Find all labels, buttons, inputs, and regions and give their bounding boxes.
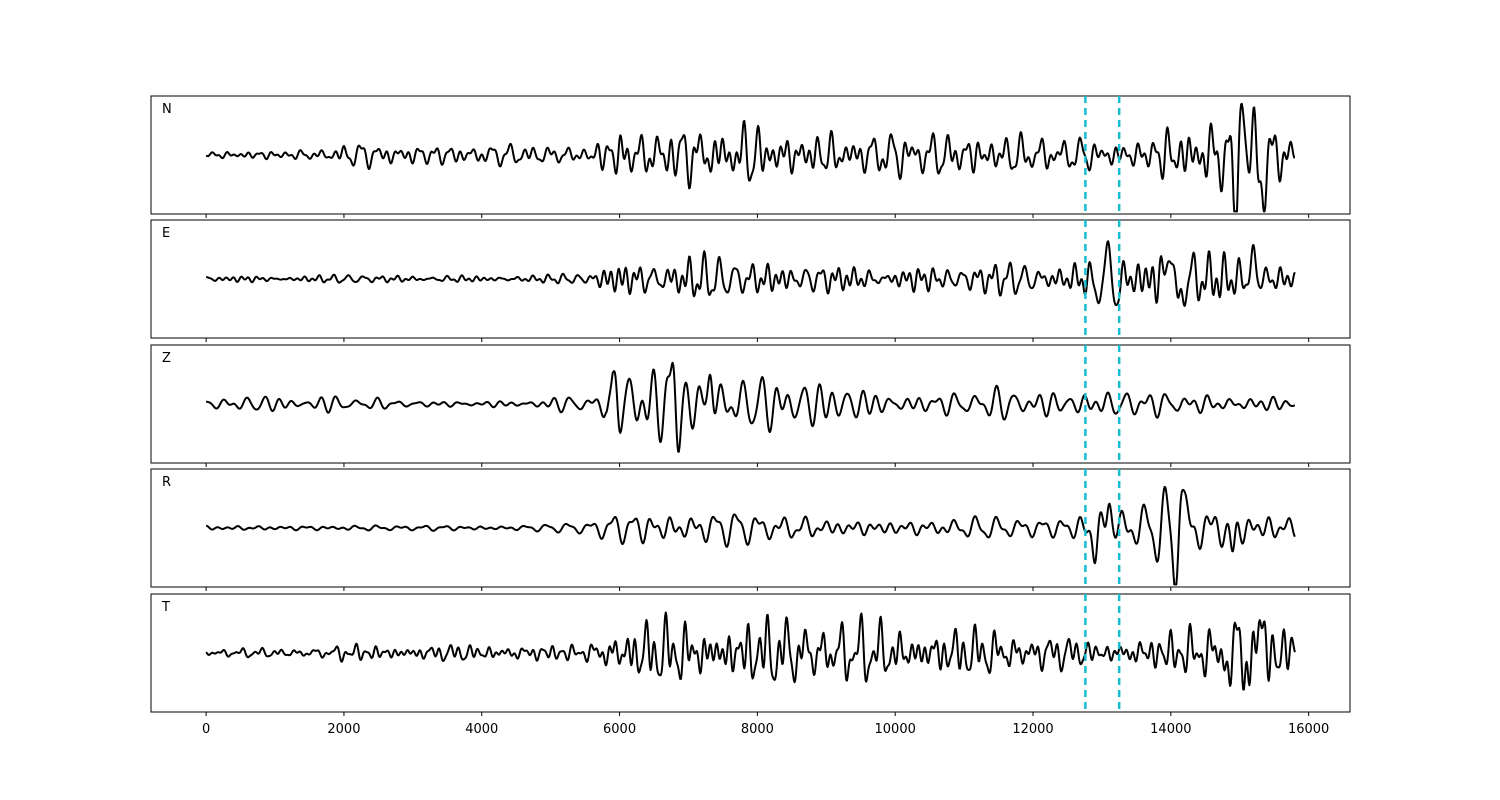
x-axis: 0 2000 4000 6000 8000 10000 12000 14000 16000 bbox=[202, 722, 1329, 737]
panel-frame bbox=[150, 468, 1351, 588]
panels-group: N E Z R T bbox=[150, 95, 1351, 716]
panel-label: E bbox=[162, 226, 170, 241]
panel-frame bbox=[150, 593, 1351, 713]
trace-n bbox=[205, 102, 1296, 213]
trace-e bbox=[205, 240, 1296, 307]
x-tick-label: 16000 bbox=[1288, 722, 1329, 737]
panel-frame bbox=[150, 344, 1351, 464]
panel-z: Z bbox=[150, 344, 1351, 467]
panel-label: R bbox=[162, 475, 171, 490]
panel-frame bbox=[150, 95, 1351, 215]
x-tick-label: 2000 bbox=[327, 722, 360, 737]
trace-t bbox=[205, 611, 1296, 691]
x-tick-label: 12000 bbox=[1012, 722, 1053, 737]
x-tick-label: 0 bbox=[202, 722, 210, 737]
x-tick-label: 4000 bbox=[465, 722, 498, 737]
panel-t: T bbox=[150, 593, 1351, 716]
panel-e: E bbox=[150, 219, 1351, 342]
x-tick-label: 6000 bbox=[603, 722, 636, 737]
panel-label: Z bbox=[162, 351, 171, 366]
panel-label: N bbox=[162, 102, 172, 117]
x-tick-label: 8000 bbox=[741, 722, 774, 737]
panel-n: N bbox=[150, 95, 1351, 218]
trace-z bbox=[205, 361, 1296, 453]
x-tick-label: 10000 bbox=[875, 722, 916, 737]
panel-r: R bbox=[150, 468, 1351, 591]
panel-label: T bbox=[161, 600, 170, 615]
panel-frame bbox=[150, 219, 1351, 339]
trace-r bbox=[205, 485, 1296, 586]
x-tick-label: 14000 bbox=[1150, 722, 1191, 737]
